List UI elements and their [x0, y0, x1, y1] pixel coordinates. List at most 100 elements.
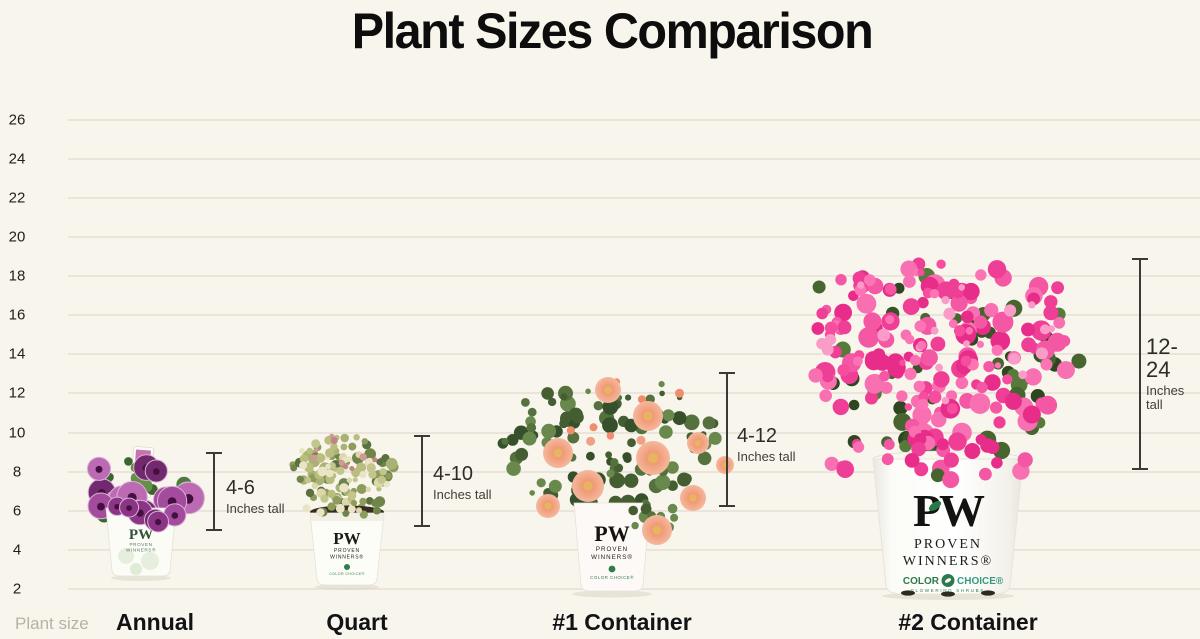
- flower-dot: [609, 472, 625, 489]
- flower-dot: [606, 432, 615, 440]
- flower-dot: [548, 479, 562, 493]
- y-tick-label: 26: [8, 111, 26, 129]
- flower-dot: [904, 453, 920, 468]
- pot-brand-line2: WINNERS®: [330, 554, 364, 561]
- gridline: [68, 314, 1200, 317]
- flower-dot: [1051, 281, 1064, 295]
- flower-dot: [987, 260, 1007, 279]
- category-label-container2: #2 Container: [898, 609, 1038, 635]
- flower-dot: [917, 398, 929, 410]
- flower-dot: [917, 340, 927, 350]
- flower-dot: [991, 457, 1003, 469]
- flower-dot: [824, 334, 837, 346]
- flower-dot: [702, 416, 716, 430]
- flower-dot: [325, 469, 334, 478]
- flower-dot: [975, 269, 987, 281]
- flower-dot: [942, 471, 960, 489]
- c1-roses: [536, 377, 734, 518]
- c1-pot: PW PROVEN WINNERS® COLOR CHOICE®: [572, 502, 652, 598]
- flower-dot: [1035, 397, 1049, 411]
- flower-dot: [336, 466, 345, 475]
- flower-dot: [1035, 347, 1048, 360]
- flower-dot: [340, 443, 348, 451]
- flower-dot: [316, 508, 325, 517]
- flower-dot: [628, 505, 638, 516]
- pot-badge-color: COLOR: [903, 576, 940, 587]
- flower-dot: [903, 275, 916, 288]
- flower-dot: [379, 468, 387, 476]
- flower-dot: [984, 374, 1001, 391]
- flower-dot: [670, 513, 679, 522]
- range-label-annual: 4-6 Inches tall: [226, 478, 285, 516]
- y-tick-label: 22: [8, 189, 26, 207]
- flower-dot: [667, 503, 678, 514]
- range-unit: Inches tall: [433, 487, 492, 502]
- y-tick-label: 12: [8, 384, 26, 402]
- flower-core: [126, 505, 132, 511]
- flower-dot: [917, 296, 929, 309]
- flower-dot: [659, 425, 673, 439]
- flower-core: [97, 502, 105, 511]
- flower-dot: [348, 442, 357, 451]
- flower-dot: [342, 509, 350, 517]
- flower-dot: [566, 426, 575, 435]
- flower-dot: [524, 435, 531, 442]
- flower-dot: [835, 274, 847, 286]
- flower-dot: [990, 401, 1003, 414]
- flower-core: [155, 519, 162, 526]
- flower-dot: [929, 289, 940, 299]
- flower-dot: [372, 457, 378, 463]
- flower-dot: [864, 373, 885, 394]
- flower-dot: [593, 401, 603, 411]
- flower-dot: [361, 438, 368, 445]
- flower-dot: [885, 315, 895, 325]
- flower-dot: [824, 321, 838, 335]
- flower-dot: [332, 495, 342, 505]
- flower-dot: [853, 356, 863, 366]
- flower-dot: [606, 469, 615, 478]
- flower-core: [114, 503, 120, 510]
- range-unit: Inches tall: [737, 449, 796, 464]
- range-value: 4-12: [737, 425, 778, 447]
- flower-dot: [299, 448, 305, 454]
- flower-dot: [852, 441, 865, 453]
- flower-dot: [376, 458, 383, 466]
- measure-bracket-container2: [1132, 258, 1148, 470]
- flower-dot: [359, 471, 367, 479]
- flower-dot: [1002, 374, 1013, 385]
- flower-dot: [902, 298, 920, 315]
- flower-dot: [935, 363, 943, 372]
- flower-dot: [930, 468, 945, 483]
- flower-dot: [602, 399, 619, 415]
- flower-dot: [352, 477, 358, 483]
- pw-leaf-icon: [928, 501, 942, 511]
- flower-dot: [941, 396, 950, 405]
- flower-dot: [325, 448, 335, 458]
- flower-dot: [973, 315, 988, 329]
- quart-foliage-overhang: [302, 495, 381, 519]
- y-tick-label: 10: [8, 424, 26, 442]
- range-value: 12-24: [1146, 334, 1178, 383]
- flower-dot: [624, 473, 639, 488]
- c2-blooms-highlights: [816, 259, 1055, 414]
- flower-dot: [946, 390, 958, 402]
- flower-dot: [365, 486, 371, 493]
- flower-dot: [884, 283, 897, 295]
- flower-dot: [928, 390, 942, 404]
- y-tick-label: 4: [12, 541, 22, 559]
- flower-dot: [1024, 368, 1042, 386]
- flower-dot: [341, 497, 350, 507]
- flower-dot: [310, 454, 318, 462]
- flower-dot: [819, 389, 832, 402]
- flower-dot: [666, 461, 679, 474]
- flower-dot: [1043, 305, 1059, 321]
- flower-dot: [1071, 353, 1087, 369]
- c2-pot: PW PROVEN WINNERS® COLOR CHOICE® FLOWERI…: [872, 450, 1024, 600]
- flower-dot: [824, 456, 839, 471]
- color-choice-leaf-icon: [344, 564, 350, 570]
- flower-dot: [1053, 316, 1066, 329]
- range-label-container1: 4-12 Inches tall: [737, 426, 796, 464]
- flower-dot: [950, 294, 968, 312]
- pot-brand-line1: PROVEN: [596, 546, 628, 553]
- pot-brand-line2: WINNERS®: [903, 554, 993, 569]
